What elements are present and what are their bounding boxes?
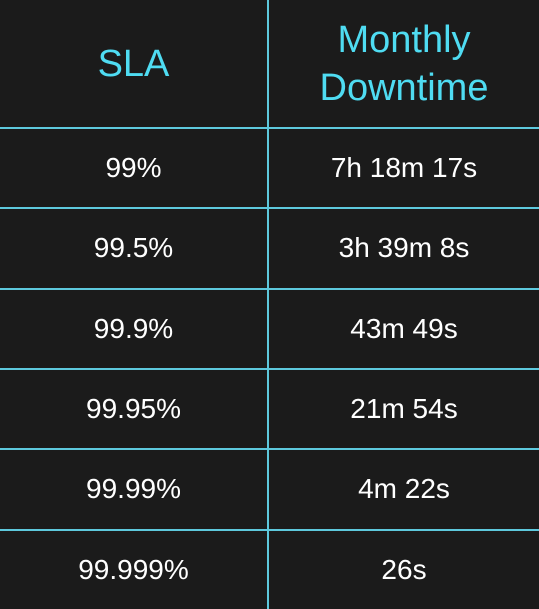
downtime-cell: 7h 18m 17s [267, 128, 539, 210]
header-sla-label: SLA [97, 42, 170, 85]
table-row: 99.5% 3h 39m 8s [0, 208, 539, 290]
table-row: 99.99% 4m 22s [0, 449, 539, 531]
header-row: SLA Monthly Downtime [0, 0, 539, 129]
sla-cell: 99.9% [0, 288, 268, 370]
sla-cell: 99.999% [78, 553, 189, 585]
header-monthly-downtime-label: Monthly Downtime [319, 18, 489, 109]
table-row: 99.9% 43m 49s [0, 288, 539, 370]
downtime-cell: 43m 49s [267, 288, 539, 370]
table-row: 99.999% 26s [0, 529, 539, 609]
sla-cell: 99% [0, 128, 268, 210]
downtime-cell: 4m 22s [267, 449, 539, 531]
table-row: 99.95% 21m 54s [0, 368, 539, 451]
header-monthly-downtime: Monthly Downtime [267, 0, 539, 129]
downtime-cell: 3h 39m 8s [267, 208, 539, 290]
downtime-cell: 26s [267, 529, 539, 609]
sla-cell: 99.99% [0, 449, 268, 531]
downtime-cell: 21m 54s [267, 368, 539, 451]
table-row: 99% 7h 18m 17s [0, 128, 539, 210]
header-sla: SLA [0, 0, 268, 129]
sla-cell: 99.95% [0, 368, 268, 451]
sla-cell: 99.5% [0, 208, 268, 290]
